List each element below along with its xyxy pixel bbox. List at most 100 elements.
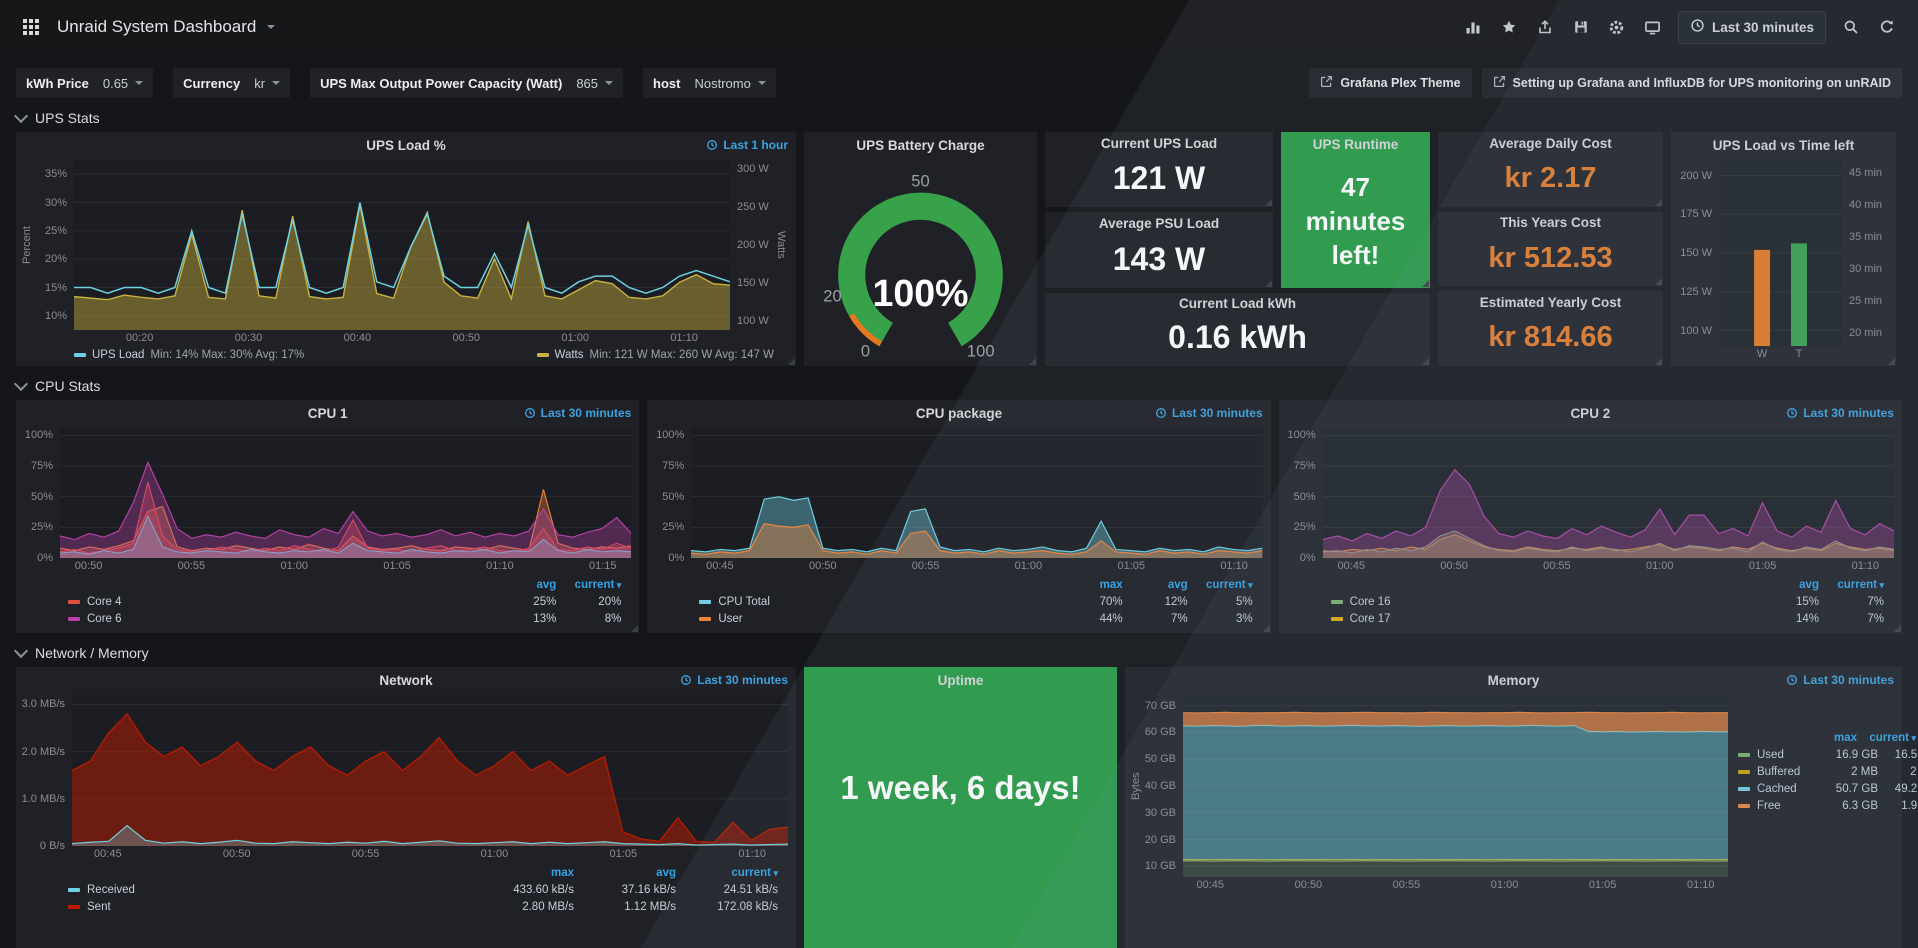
axis-tick-label: 20 GB [1144,833,1176,846]
time-range-label[interactable]: Last 30 minutes [1155,406,1263,420]
legend-series-name[interactable]: Received [87,883,135,896]
legend-series-name[interactable]: User [718,612,743,625]
dashboard-title[interactable]: Unraid System Dashboard [57,17,257,36]
panel-title[interactable]: Network [379,672,433,688]
ups-load-chart[interactable]: Percent 35% 30% 25% 20% 15% 10% 300 W 250 W 200 W… [16,158,796,366]
section-network-memory[interactable]: Network / Memory [13,643,1902,661]
time-range-label[interactable]: Last 1 hour [706,138,788,152]
legend-item[interactable]: UPS Load Min: 14% Max: 30% Avg: 17% [74,349,304,361]
panel-title[interactable]: Average PSU Load [1098,215,1220,231]
legend-sort-avg[interactable]: avg [1799,578,1819,591]
panel-ups-load: UPS Load % Last 1 hour Percent 35% 30% 25% 2… [16,132,796,366]
panel-title[interactable]: Memory [1487,672,1540,688]
axis-tick-label: 01:00 [1645,560,1674,572]
clock-icon [707,139,718,151]
panel-title[interactable]: UPS Runtime [1312,136,1399,152]
legend-header-row: max avg current [699,576,1252,593]
chart-plot[interactable] [1322,428,1894,558]
legend-sort-max[interactable]: max [550,866,574,879]
panel-title[interactable]: Uptime [937,672,984,688]
cycle-view-tv-button[interactable] [1638,12,1668,42]
legend-series-name[interactable]: Core 6 [87,612,122,625]
variable-dropdown[interactable]: kr [250,76,290,91]
panel-title[interactable]: Average Daily Cost [1489,135,1612,151]
panel-title[interactable]: UPS Load vs Time left [1712,137,1855,153]
panel-title[interactable]: CPU package [915,405,1003,421]
legend-series-name[interactable]: Buffered [1757,765,1801,778]
apps-grid-icon[interactable] [16,12,46,42]
refresh-button[interactable] [1872,12,1902,42]
legend-sort-current[interactable]: current [563,579,621,591]
legend-sort-avg[interactable]: avg [536,578,557,591]
star-button[interactable] [1494,12,1524,42]
legend-value: 50.7 GB [1835,782,1878,795]
chart-plot[interactable] [691,428,1263,558]
dashboard-link-1[interactable]: Setting up Grafana and InfluxDB for UPS … [1481,68,1902,98]
axis-tick-label: T [1795,348,1803,360]
legend-series-name[interactable]: Cached [1757,782,1797,795]
panel-title[interactable]: UPS Battery Charge [856,137,985,153]
panel-title[interactable]: CPU 2 [1570,405,1611,421]
time-range-label[interactable]: Last 30 minutes [1786,406,1894,420]
time-range-picker[interactable]: Last 30 minutes [1677,10,1826,44]
axis-tick-label: 2.0 MB/s [21,745,65,758]
axis-tick-label: 00:50 [222,848,251,860]
chart-plot[interactable] [1183,695,1728,877]
panel-cpu2: CPU 2 Last 30 minutes 100% 75% 50% 25% 0% 00:… [1278,400,1902,633]
cpu-stats-row: CPU 1 Last 30 minutes 100% 75% 50% 25% 0% 00:… [16,400,1902,633]
legend-series-name[interactable]: Core 16 [1349,595,1391,608]
time-range-label[interactable]: Last 30 minutes [1786,673,1894,687]
legend-sort-avg[interactable]: avg [656,866,676,879]
legend-sort-current[interactable]: current [1826,579,1884,591]
cpu1-chart[interactable]: 100% 75% 50% 25% 0% 00:50 00:55 01:00 01:05 01:10… [16,426,639,633]
legend-sort-max[interactable]: max [1099,578,1123,591]
network-chart[interactable]: 3.0 MB/s 2.0 MB/s 1.0 MB/s 0 B/s 00:45 00:50 0… [16,693,796,921]
legend-value: 1.9 GB [1901,799,1918,812]
legend-series-name[interactable]: Free [1757,799,1781,812]
legend-sort-current[interactable]: current [683,867,778,879]
legend-series-name[interactable]: Core 17 [1349,612,1391,625]
time-range-label[interactable]: Last 30 minutes [524,406,631,420]
section-ups-stats[interactable]: UPS Stats [13,108,1902,126]
legend-series-name[interactable]: Core 4 [87,595,122,608]
ups-load-vs-time-chart[interactable]: 200 W 175 W 150 W 125 W 100 W 45 min 40 min 35 … [1671,158,1896,366]
legend-value: 44% [1099,612,1123,625]
axis-tick-label: 00:30 [234,332,263,344]
share-button[interactable] [1530,12,1560,42]
legend-series-name[interactable]: CPU Total [718,595,770,608]
chart-plot[interactable] [60,428,632,558]
panel-title[interactable]: Current Load kWh [1179,295,1296,311]
time-range-label[interactable]: Last 30 minutes [680,673,788,687]
legend-item[interactable]: Watts Min: 121 W Max: 260 W Avg: 147 W [536,349,774,361]
cpu2-chart[interactable]: 100% 75% 50% 25% 0% 00:45 00:50 00:55 01:00 01:05… [1279,426,1902,633]
add-panel-button[interactable] [1458,12,1488,42]
legend-series-name[interactable]: Used [1757,748,1784,761]
panel-title[interactable]: CPU 1 [307,405,348,421]
legend-sort-current[interactable]: current [1864,732,1916,744]
chart-plot[interactable] [1719,160,1842,346]
panel-title[interactable]: This Years Cost [1499,215,1602,231]
memory-chart[interactable]: Bytes 70 GB 60 GB 50 GB 40 GB 30 GB 20 GB 10 GB… [1125,693,1736,897]
dashboard-link-0[interactable]: Grafana Plex Theme [1309,68,1472,98]
legend-sort-avg[interactable]: avg [1167,578,1188,591]
gauge-low-label: 20 [823,286,841,305]
cpu-package-chart[interactable]: 100% 75% 50% 25% 0% 00:45 00:50 00:55 01:00 01:05… [647,426,1270,633]
variable-dropdown[interactable]: 865 [572,76,623,91]
panel-ups-runtime: UPS Runtime 47 minutes left! [1281,132,1430,288]
variable-dropdown[interactable]: 0.65 [99,76,153,91]
legend-series-name[interactable]: Sent [87,900,111,913]
chart-plot[interactable] [72,695,788,846]
panel-title[interactable]: Current UPS Load [1100,135,1218,151]
section-cpu-stats[interactable]: CPU Stats [13,376,1902,394]
save-button[interactable] [1566,12,1596,42]
variable-dropdown[interactable]: Nostromo [690,76,775,91]
panel-title[interactable]: Estimated Yearly Cost [1479,294,1622,310]
chart-plot[interactable] [74,160,730,330]
legend-sort-max[interactable]: max [1833,731,1857,744]
clock-icon [1787,674,1798,686]
search-zoom-button[interactable] [1836,12,1866,42]
legend-sort-current[interactable]: current [1195,579,1253,591]
panel-title[interactable]: UPS Load % [366,137,446,153]
settings-gear-icon[interactable] [1602,12,1632,42]
legend-value: 5% [1236,595,1253,608]
